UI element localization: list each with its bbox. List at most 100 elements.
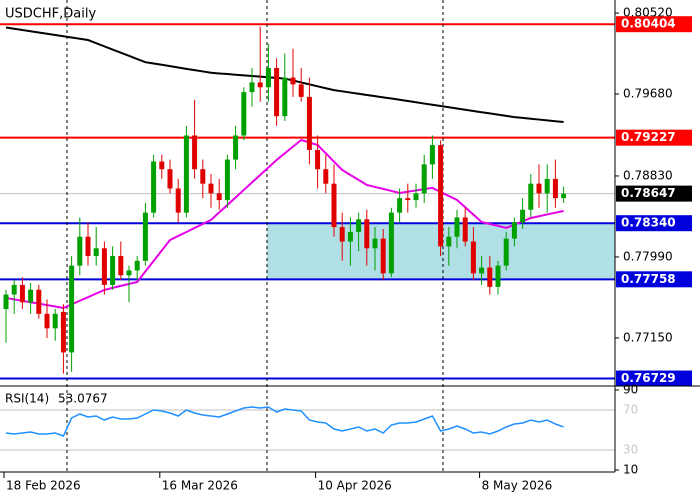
candle-body <box>118 255 124 276</box>
candle-body <box>126 270 132 276</box>
candle-body <box>520 209 526 223</box>
candle-body <box>11 284 17 295</box>
candle-body <box>110 255 116 285</box>
candle-body <box>503 238 509 266</box>
candle-body <box>233 135 239 160</box>
candle-body <box>257 82 263 88</box>
x-tick-label: 8 May 2026 <box>482 479 553 493</box>
candle-body <box>462 217 468 242</box>
candle-body <box>479 267 485 274</box>
candle-body <box>323 169 329 184</box>
candle-body <box>438 145 444 247</box>
candle-body <box>306 96 312 150</box>
chart-title: USDCHF,Daily <box>5 7 96 22</box>
candle-body <box>339 227 345 242</box>
x-tick-label: 10 Apr 2026 <box>318 479 392 493</box>
level-label: 0.80404 <box>621 17 676 31</box>
candle-body <box>274 67 280 117</box>
rsi-line <box>5 406 564 437</box>
candle-body <box>282 77 288 117</box>
candle-body <box>159 161 165 170</box>
candle-body <box>397 198 403 213</box>
level-label-box <box>616 16 692 33</box>
rsi-level-label: 30 <box>623 443 638 457</box>
candle-body <box>200 169 206 184</box>
candle-body <box>372 238 378 249</box>
candle-body <box>208 183 214 194</box>
candle-body <box>167 169 173 189</box>
candle-body <box>142 212 148 261</box>
rsi-title: RSI(14) <box>5 392 49 406</box>
rsi-value: 53.0767 <box>58 392 108 406</box>
candle-body <box>241 92 247 136</box>
candle-body <box>331 183 337 228</box>
candle-body <box>69 265 75 353</box>
candle-body <box>134 260 140 271</box>
candle-body <box>52 313 58 329</box>
candle-body <box>364 219 370 249</box>
candle-body <box>388 212 394 274</box>
x-tick-label: 16 Mar 2026 <box>162 479 238 493</box>
candle-body <box>454 217 460 237</box>
moving-average <box>5 138 564 309</box>
x-tick-label: 18 Feb 2026 <box>6 479 81 493</box>
candle-body <box>44 313 50 329</box>
candle-body <box>495 265 501 287</box>
candle-body <box>77 236 83 266</box>
rsi-tick-label: 90 <box>623 383 638 397</box>
candle-body <box>421 164 427 194</box>
current-price-box <box>616 185 692 202</box>
level-label-box <box>616 370 692 387</box>
candle-body <box>93 248 99 256</box>
candle-body <box>347 231 353 242</box>
candle-body <box>183 135 189 213</box>
candle-body <box>528 183 534 210</box>
level-label: 0.79227 <box>621 130 676 144</box>
current-price-label: 0.78647 <box>621 186 676 200</box>
candle-body <box>536 183 542 194</box>
rsi-level-label: 70 <box>623 403 638 417</box>
candle-body <box>192 135 198 170</box>
candle-body <box>544 178 550 194</box>
candle-body <box>36 289 42 314</box>
rsi-tick-label: 10 <box>623 463 638 477</box>
candle-body <box>175 188 181 213</box>
level-label: 0.76729 <box>621 371 676 385</box>
y-tick-label: 0.77990 <box>623 249 673 263</box>
candle-body <box>405 198 411 201</box>
candle-body <box>290 77 296 85</box>
candle-body <box>298 84 304 97</box>
candle-body <box>413 193 419 201</box>
candle-body <box>429 145 435 165</box>
candle-body <box>265 67 271 88</box>
candle-body <box>552 178 558 199</box>
y-tick-label: 0.80520 <box>623 6 673 20</box>
candle-body <box>101 248 107 285</box>
candle-body <box>19 284 25 303</box>
level-label-box <box>616 271 692 288</box>
candle-body <box>561 193 567 199</box>
candle-body <box>60 311 66 353</box>
candle-body <box>356 219 362 232</box>
level-label: 0.78340 <box>621 216 676 230</box>
y-tick-label: 0.79680 <box>623 87 673 101</box>
level-label: 0.77758 <box>621 272 676 286</box>
candle-body <box>3 294 9 310</box>
candle-body <box>28 289 34 303</box>
level-label-box <box>616 215 692 232</box>
candle-body <box>470 241 476 274</box>
candle-body <box>446 236 452 247</box>
candle-body <box>511 222 517 239</box>
candle-body <box>487 267 493 287</box>
candle-body <box>224 159 230 201</box>
level-label-box <box>616 129 692 146</box>
y-tick-label: 0.77150 <box>623 330 673 344</box>
candle-body <box>249 82 255 93</box>
candle-body <box>216 193 222 201</box>
candle-body <box>380 238 386 274</box>
plot-front: 0.80520 0.79680 0.78830 0.77990 0.77150 0.804… <box>3 6 692 493</box>
candle-body <box>85 236 91 256</box>
candle-body <box>315 149 321 170</box>
